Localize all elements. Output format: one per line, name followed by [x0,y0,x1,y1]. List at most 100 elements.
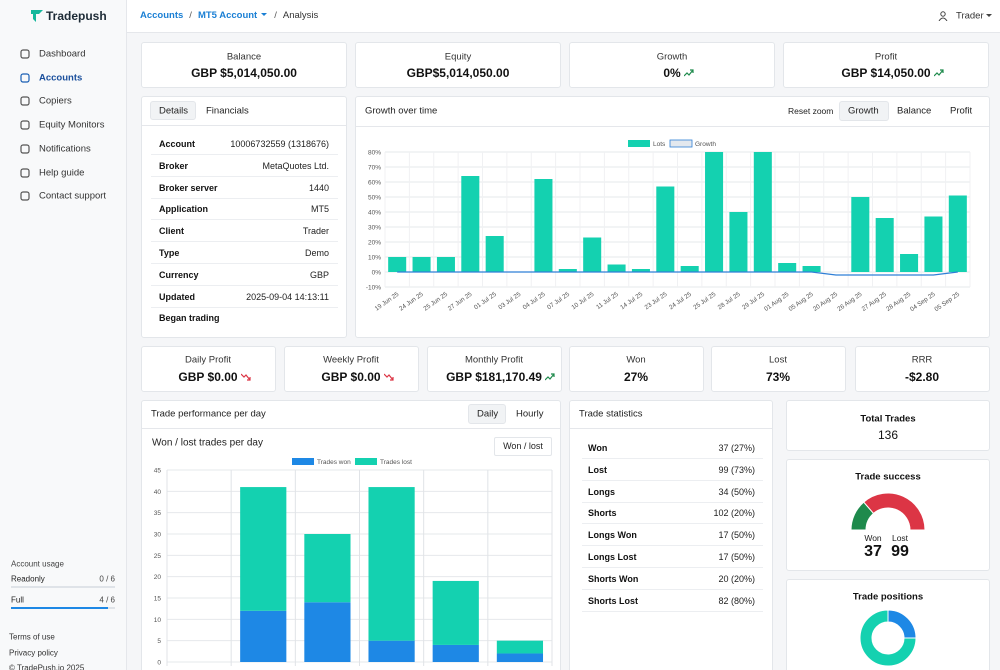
x-tick-label: 03 Jul 25 [497,291,522,312]
details-tab[interactable]: Details [159,105,189,116]
donut-segment [859,609,917,667]
y-tick-label: 35 [154,510,162,517]
trade-stat-value: 102 (20%) [713,508,755,519]
y-tick-label: 30 [154,532,162,539]
y-tick-label: 30% [368,225,381,232]
row-divider [151,219,338,221]
trade-stat-value: 17 (50%) [718,530,755,541]
y-tick-label: 20 [154,574,162,581]
breadcrumb: Accounts / MT5 Account / Analysis [140,10,318,21]
usage-fill [11,607,108,609]
legend-label: Trades lost [380,459,412,466]
performance-tab[interactable]: Hourly [516,408,544,420]
nav-item[interactable]: Contact support [39,190,107,202]
x-tick-label: 14 Jul 25 [619,291,644,312]
growth-button[interactable]: Balance [897,105,932,117]
nav-item[interactable]: Dashboard [39,48,86,60]
divider [356,126,989,127]
detail-label: Application [159,204,208,215]
nav-item[interactable]: Help guide [39,167,85,178]
y-tick-label: 40 [154,489,162,496]
x-tick-label: 23 Jul 25 [644,291,669,312]
donut-segment [887,609,917,639]
summary-card [569,42,775,88]
stat-card [569,346,704,392]
x-tick-label: 28 Jul 25 [717,291,742,312]
row-divider [582,501,763,503]
usage-title: Account usage [11,559,64,569]
trade-stat-label: Shorts Won [588,573,639,584]
nav-item[interactable]: Accounts [39,72,83,84]
icon-shape [20,49,30,59]
y-tick-label: 0 [157,660,161,667]
logo-icon [31,10,43,22]
usage-value: 4 / 6 [99,595,115,605]
summary-value: 0% [663,66,681,80]
detail-label: Broker [159,160,189,171]
growth-button[interactable]: Reset zoom [788,106,834,116]
y-tick-label: 45 [154,468,162,475]
trend-icon [683,69,694,77]
bar-segment [240,487,287,611]
breadcrumb-item[interactable]: MT5 Account [198,10,268,21]
nav-item[interactable]: Copiers [39,95,72,107]
stat-card [427,346,562,392]
toggle-button[interactable] [494,437,552,456]
detail-value: 10006732559 (1318676) [230,139,329,149]
trend-arrow [933,69,944,77]
usage-label: Full [11,595,24,605]
footer-link[interactable]: Privacy policy [9,648,58,657]
user-name[interactable]: Trader [956,10,984,22]
row-divider [151,241,338,243]
toggle-label[interactable]: Won / lost [503,441,543,451]
nav-item[interactable]: Notifications [39,143,91,155]
x-tick-label: 24 Jun 25 [398,291,425,313]
stat-card [855,346,990,392]
y-tick-label: 60% [368,180,381,187]
sidebar [0,0,127,670]
summary-label: Equity [444,51,472,63]
summary-label: Profit [874,51,898,63]
footer-link[interactable]: Terms of use [9,632,55,642]
nav-item[interactable]: Equity Monitors [39,119,105,131]
x-tick-label: 25 Jun 25 [422,291,449,313]
y-tick-label: 15 [154,596,162,603]
growth-chart: -10%0%10%20%30%40%50%60%70%80%19 Jun 252… [366,139,971,313]
trade-stat-label: Shorts [588,508,617,519]
won-label: Won [864,533,882,543]
trend-icon [240,373,251,381]
trade-stat-label: Longs Lost [588,552,637,562]
row-divider [151,197,338,199]
details-tab[interactable]: Financials [206,105,249,116]
growth-button[interactable]: Profit [950,105,973,117]
stat-value: -$2.80 [904,370,940,384]
nav-icon [20,191,30,201]
bar-segment [496,653,544,662]
bar-segment [240,610,287,662]
y-tick-label: 20% [368,240,381,247]
nav-icon [20,49,30,59]
legend-label: Trades won [317,459,351,466]
bar-segment [432,580,479,645]
x-tick-label: 05 Aug 25 [787,291,815,313]
stat-value: GBP $0.00 [321,370,381,384]
performance-title: Trade performance per day [151,408,266,420]
bar [705,152,724,272]
bar [534,179,553,272]
performance-tab[interactable]: Daily [477,408,499,420]
lost-value: 99 [891,543,909,560]
stat-card [284,346,419,392]
row-divider [582,567,763,568]
growth-button[interactable]: Growth [848,105,879,117]
nav-icon [20,120,30,130]
breadcrumb-item[interactable]: Accounts [140,10,184,21]
nav-icon [20,96,30,106]
nav-icon [20,144,30,154]
stat-label: Lost [769,354,787,366]
divider [570,428,772,429]
caret [261,13,268,16]
trend-icon [383,373,394,381]
stat-value: 73% [765,370,791,384]
btn-active-bg [839,101,889,121]
detail-value: MT5 [311,204,329,215]
